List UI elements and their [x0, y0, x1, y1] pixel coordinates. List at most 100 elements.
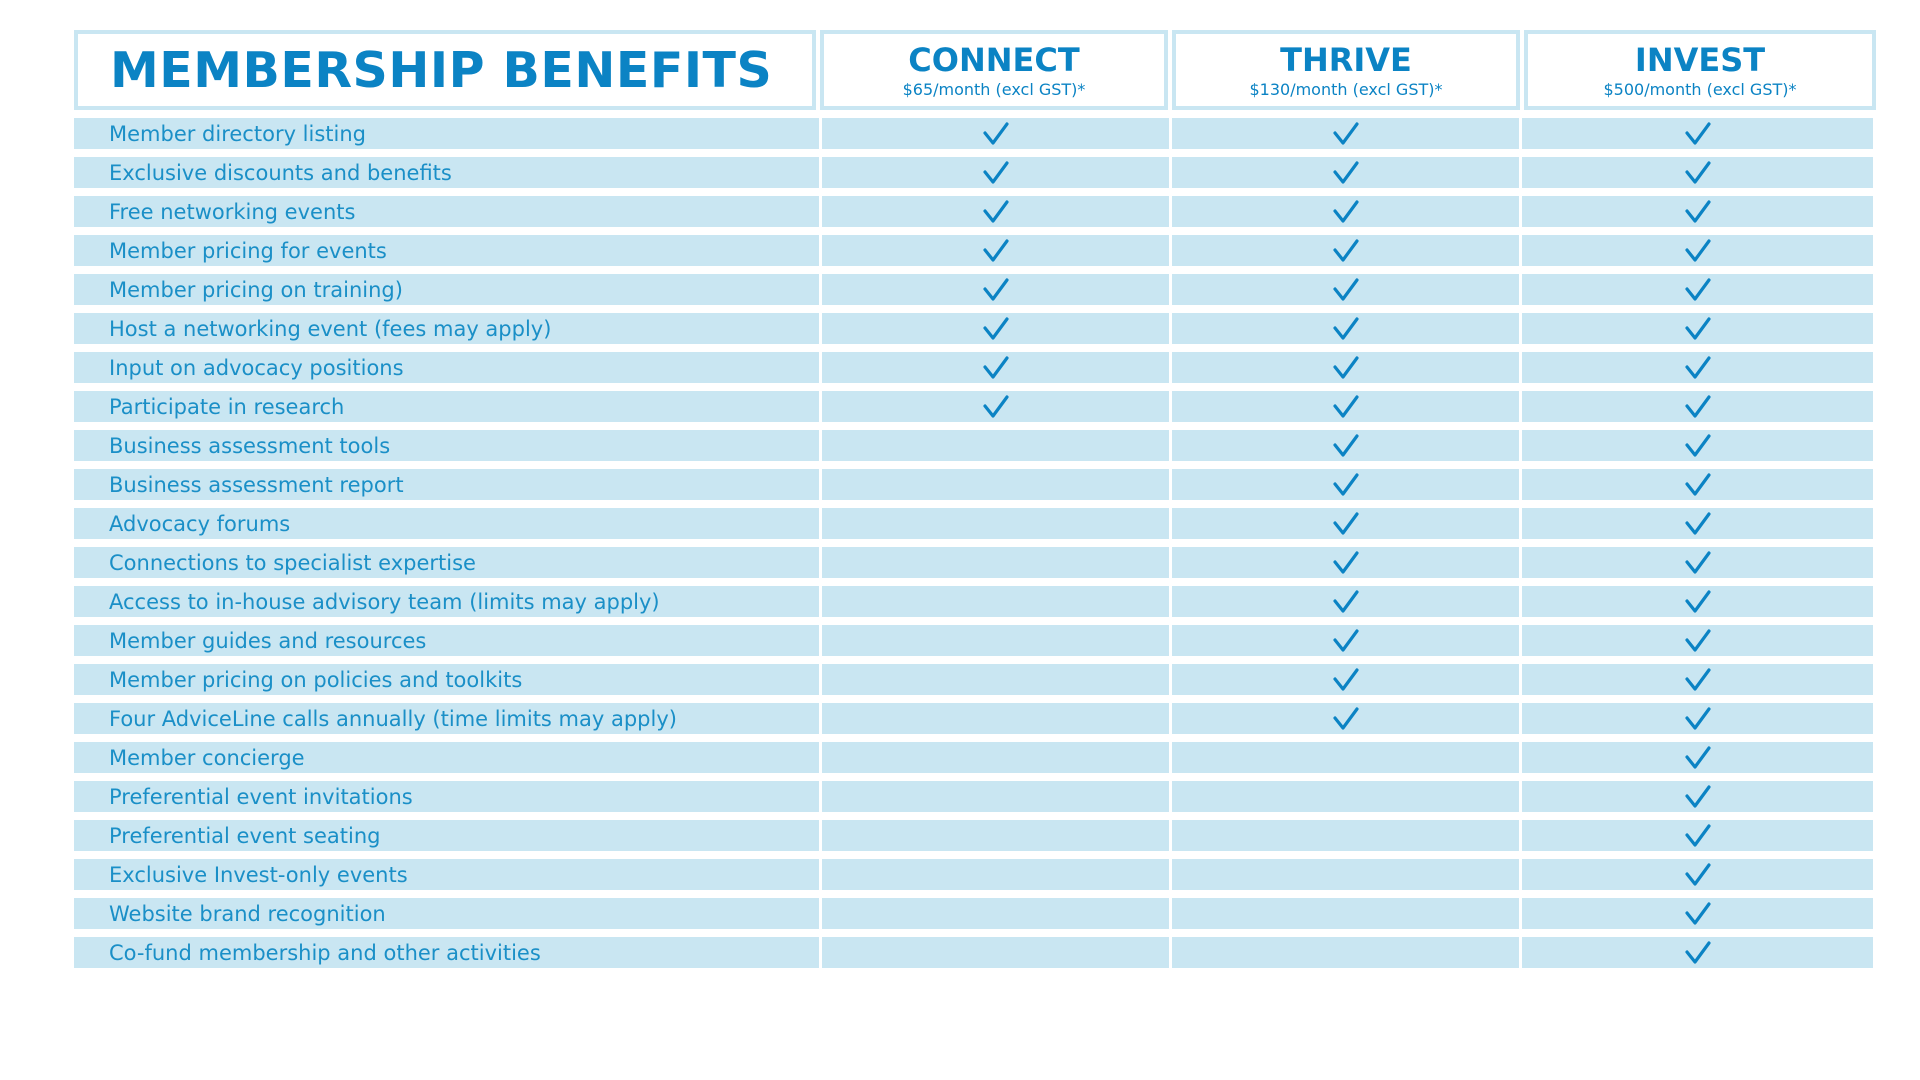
- benefit-cell-thrive: [1172, 430, 1519, 461]
- benefit-label: Preferential event invitations: [74, 781, 819, 812]
- checkmark-icon: [1332, 706, 1359, 731]
- benefit-label: Host a networking event (fees may apply): [74, 313, 819, 344]
- checkmark-icon: [1332, 355, 1359, 380]
- checkmark-icon: [1684, 784, 1711, 809]
- benefit-cell-invest: [1522, 820, 1873, 851]
- benefit-label: Business assessment report: [74, 469, 819, 500]
- checkmark-icon: [1684, 706, 1711, 731]
- table-row: Exclusive Invest-only events: [74, 859, 1876, 890]
- tier-name: CONNECT: [908, 41, 1080, 79]
- table-row: Host a networking event (fees may apply): [74, 313, 1876, 344]
- benefit-cell-thrive: [1172, 703, 1519, 734]
- table-row: Four AdviceLine calls annually (time lim…: [74, 703, 1876, 734]
- benefit-label: Participate in research: [74, 391, 819, 422]
- table-row: Website brand recognition: [74, 898, 1876, 929]
- checkmark-icon: [1684, 511, 1711, 536]
- checkmark-icon: [982, 199, 1009, 224]
- benefit-label: Website brand recognition: [74, 898, 819, 929]
- checkmark-icon: [982, 316, 1009, 341]
- benefit-label: Preferential event seating: [74, 820, 819, 851]
- benefit-cell-invest: [1522, 664, 1873, 695]
- benefit-cell-invest: [1522, 859, 1873, 890]
- checkmark-icon: [1684, 901, 1711, 926]
- tier-name: THRIVE: [1280, 41, 1412, 79]
- benefit-cell-invest: [1522, 469, 1873, 500]
- tier-price: $65/month (excl GST)*: [902, 80, 1086, 99]
- benefit-cell-connect: [822, 586, 1169, 617]
- table-row: Connections to specialist expertise: [74, 547, 1876, 578]
- checkmark-icon: [1332, 121, 1359, 146]
- benefit-cell-thrive: [1172, 625, 1519, 656]
- checkmark-icon: [1684, 160, 1711, 185]
- table-row: Access to in-house advisory team (limits…: [74, 586, 1876, 617]
- benefit-cell-connect: [822, 937, 1169, 968]
- benefit-cell-connect: [822, 742, 1169, 773]
- benefit-cell-thrive: [1172, 820, 1519, 851]
- checkmark-icon: [1332, 394, 1359, 419]
- benefit-cell-invest: [1522, 235, 1873, 266]
- benefit-cell-thrive: [1172, 196, 1519, 227]
- table-row: Member concierge: [74, 742, 1876, 773]
- benefit-cell-thrive: [1172, 391, 1519, 422]
- tier-header-invest: INVEST $500/month (excl GST)*: [1524, 30, 1876, 110]
- table-row: Free networking events: [74, 196, 1876, 227]
- benefit-cell-connect: [822, 547, 1169, 578]
- table-row: Member pricing on policies and toolkits: [74, 664, 1876, 695]
- benefit-cell-thrive: [1172, 235, 1519, 266]
- checkmark-icon: [1684, 862, 1711, 887]
- benefit-label: Member concierge: [74, 742, 819, 773]
- checkmark-icon: [1684, 238, 1711, 263]
- table-row: Exclusive discounts and benefits: [74, 157, 1876, 188]
- benefit-label: Member guides and resources: [74, 625, 819, 656]
- benefit-label: Advocacy forums: [74, 508, 819, 539]
- benefit-cell-invest: [1522, 742, 1873, 773]
- membership-benefits-table: MEMBERSHIP BENEFITS CONNECT $65/month (e…: [74, 30, 1876, 976]
- benefit-cell-invest: [1522, 937, 1873, 968]
- checkmark-icon: [1332, 667, 1359, 692]
- tier-header-connect: CONNECT $65/month (excl GST)*: [820, 30, 1168, 110]
- checkmark-icon: [1684, 589, 1711, 614]
- benefit-cell-connect: [822, 703, 1169, 734]
- checkmark-icon: [1684, 940, 1711, 965]
- checkmark-icon: [982, 238, 1009, 263]
- benefit-cell-invest: [1522, 352, 1873, 383]
- benefit-label: Four AdviceLine calls annually (time lim…: [74, 703, 819, 734]
- benefit-cell-invest: [1522, 898, 1873, 929]
- benefit-cell-thrive: [1172, 937, 1519, 968]
- table-row: Member directory listing: [74, 118, 1876, 149]
- checkmark-icon: [982, 394, 1009, 419]
- tier-header-thrive: THRIVE $130/month (excl GST)*: [1172, 30, 1520, 110]
- benefit-cell-connect: [822, 352, 1169, 383]
- benefit-cell-connect: [822, 508, 1169, 539]
- page-title: MEMBERSHIP BENEFITS: [110, 41, 773, 99]
- benefit-label: Member pricing on training): [74, 274, 819, 305]
- benefit-cell-invest: [1522, 313, 1873, 344]
- checkmark-icon: [1332, 472, 1359, 497]
- benefit-cell-connect: [822, 781, 1169, 812]
- checkmark-icon: [1332, 199, 1359, 224]
- tier-name: INVEST: [1634, 41, 1766, 79]
- checkmark-icon: [1332, 238, 1359, 263]
- benefit-cell-thrive: [1172, 274, 1519, 305]
- benefit-cell-thrive: [1172, 781, 1519, 812]
- benefit-cell-thrive: [1172, 898, 1519, 929]
- benefit-cell-connect: [822, 469, 1169, 500]
- checkmark-icon: [1684, 550, 1711, 575]
- benefit-cell-thrive: [1172, 352, 1519, 383]
- benefit-cell-invest: [1522, 703, 1873, 734]
- table-row: Member guides and resources: [74, 625, 1876, 656]
- checkmark-icon: [1684, 433, 1711, 458]
- table-row: Member pricing on training): [74, 274, 1876, 305]
- table-row: Participate in research: [74, 391, 1876, 422]
- benefit-cell-thrive: [1172, 664, 1519, 695]
- checkmark-icon: [1332, 316, 1359, 341]
- table-row: Advocacy forums: [74, 508, 1876, 539]
- benefit-cell-connect: [822, 391, 1169, 422]
- benefit-label: Business assessment tools: [74, 430, 819, 461]
- checkmark-icon: [1684, 667, 1711, 692]
- benefit-rows: Member directory listing Exclusive discou…: [74, 118, 1876, 968]
- checkmark-icon: [1332, 277, 1359, 302]
- benefit-cell-thrive: [1172, 742, 1519, 773]
- benefit-cell-thrive: [1172, 118, 1519, 149]
- benefit-cell-thrive: [1172, 313, 1519, 344]
